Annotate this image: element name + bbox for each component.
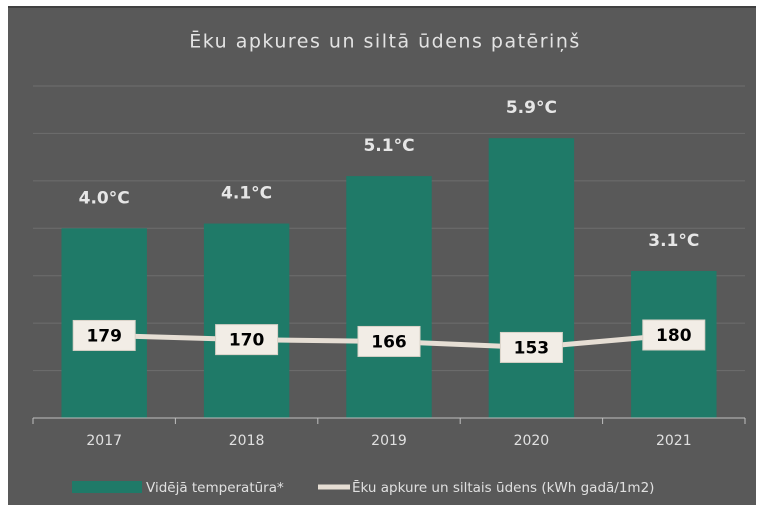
- legend-swatch: [72, 481, 142, 493]
- bar-value-label: 3.1°C: [648, 231, 699, 251]
- line-label-box: [499, 331, 563, 363]
- bar: [488, 138, 575, 418]
- x-tick-label: 2020: [514, 433, 550, 449]
- bar-value-label: 4.0°C: [79, 188, 130, 208]
- bar-value-label: 4.1°C: [221, 184, 272, 204]
- x-tick-label: 2021: [656, 433, 692, 449]
- bar-value-label: 5.9°C: [506, 98, 557, 118]
- bar-value-label: 5.1°C: [363, 136, 414, 156]
- line-value-label: 170: [229, 331, 265, 351]
- line-value-label: 166: [371, 332, 407, 352]
- line-value-label: 153: [514, 338, 550, 358]
- bar: [346, 176, 432, 418]
- line-label-box: [357, 325, 421, 357]
- legend-label: Ēku apkure un siltais ūdens (kWh gadā/1m…: [352, 479, 654, 496]
- line-value-label: 180: [656, 326, 692, 346]
- legend-label: Vidējā temperatūra*: [146, 480, 284, 496]
- x-tick-label: 2018: [229, 433, 265, 449]
- x-tick-label: 2017: [86, 433, 122, 449]
- chart-title: Ēku apkures un siltā ūdens patēriņš: [189, 29, 581, 53]
- line-value-label: 179: [86, 326, 122, 346]
- line-label-box: [215, 324, 279, 356]
- line-label-box: [642, 319, 706, 351]
- line-label-box: [72, 319, 136, 351]
- x-tick-label: 2019: [371, 433, 407, 449]
- bar: [203, 223, 290, 418]
